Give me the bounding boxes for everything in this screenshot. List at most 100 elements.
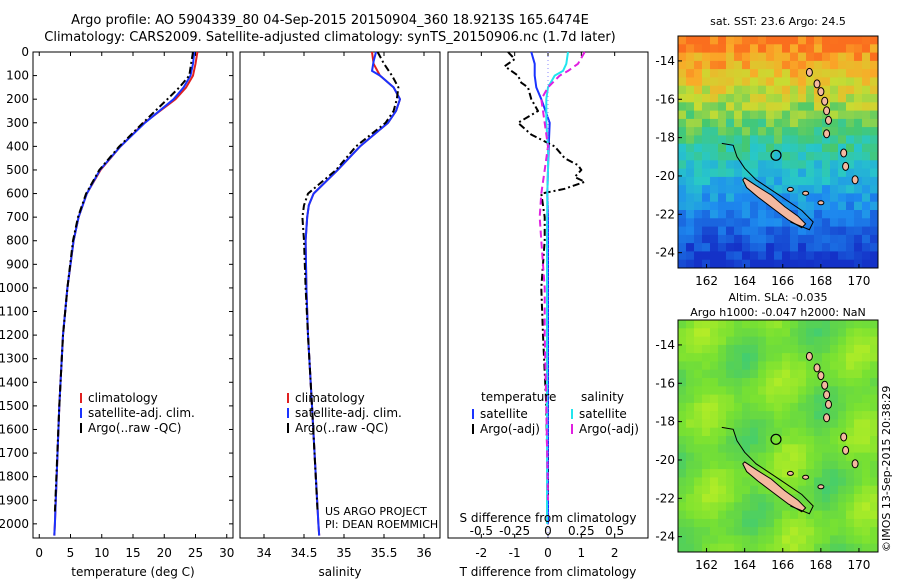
map-cell (798, 102, 807, 112)
map-cell (774, 411, 783, 420)
map-cell (814, 94, 823, 103)
map-cell (758, 69, 767, 78)
map-cell (726, 485, 735, 495)
map-cell (806, 243, 815, 252)
map-cell (742, 444, 751, 454)
map-cell (718, 143, 727, 153)
map-cell (870, 168, 878, 178)
y-tick-label: 1600 (0, 422, 29, 436)
map-cell (774, 535, 783, 545)
map-cell (678, 226, 687, 236)
map-cell (830, 485, 839, 495)
map-cell (774, 502, 783, 512)
map-cell (718, 510, 727, 520)
map-cell (870, 44, 878, 54)
y-tick-label: 500 (6, 163, 29, 177)
map-cell (790, 402, 799, 412)
map-cell (790, 251, 799, 261)
map-cell (806, 436, 815, 445)
map-cell (798, 460, 807, 470)
map-cell (710, 201, 719, 211)
map-cell (798, 160, 807, 170)
map-cell (742, 336, 751, 346)
map-cell (750, 210, 759, 219)
map-cell (686, 218, 695, 228)
map-cell (686, 527, 695, 536)
map-cell (686, 518, 695, 528)
map-cell (862, 110, 871, 120)
map-cell (734, 535, 743, 545)
map-cell (734, 518, 743, 528)
map-cell (702, 176, 711, 186)
map-cell (710, 160, 719, 170)
map-cell (870, 36, 878, 45)
map-cell (822, 143, 831, 153)
map-cell (782, 160, 791, 170)
map-cell (790, 328, 799, 338)
map-cell (686, 60, 695, 70)
map-cell (702, 160, 711, 170)
map-cell (694, 328, 703, 338)
map-cell (734, 361, 743, 371)
map-cell (790, 110, 799, 120)
map-cell (702, 102, 711, 112)
map-cell (862, 353, 871, 362)
island-vanuatu (851, 459, 859, 469)
map-cell (734, 502, 743, 512)
series-line (304, 51, 401, 536)
map-cell (790, 427, 799, 437)
map-cell (846, 218, 855, 228)
map-cell (814, 460, 823, 470)
map-cell (774, 369, 783, 379)
y-tick-label: 700 (6, 210, 29, 224)
map-cell (766, 259, 775, 268)
map-cell (734, 369, 743, 379)
pi-label: PI: DEAN ROEMMICH (325, 518, 438, 531)
map-cell (774, 185, 783, 194)
map-cell (806, 535, 815, 545)
map-cell (686, 436, 695, 445)
map-cell (710, 218, 719, 228)
map-cell (686, 477, 695, 487)
map-cell (758, 320, 767, 329)
map-cell (694, 135, 703, 145)
map-cell (694, 485, 703, 495)
map-cell (766, 60, 775, 70)
map-cell (830, 152, 839, 161)
map-cell (838, 210, 847, 219)
map-cell (814, 477, 823, 487)
map-cell (854, 77, 863, 87)
map-cell (782, 535, 791, 545)
map-cell (838, 518, 847, 528)
map-cell (718, 535, 727, 545)
map-cell (742, 135, 751, 145)
map-cell (686, 394, 695, 404)
map-cell (822, 160, 831, 170)
map-cell (742, 127, 751, 136)
map-cell (782, 94, 791, 103)
map-cell (694, 353, 703, 362)
map-cell (718, 361, 727, 371)
map-cell (686, 234, 695, 244)
map-cell (686, 320, 695, 329)
map-cell (726, 527, 735, 536)
map-cell (846, 234, 855, 244)
map-cell (758, 218, 767, 228)
map-cell (790, 336, 799, 346)
map-cell (790, 527, 799, 536)
map-cell (686, 378, 695, 387)
map-cell (734, 234, 743, 244)
map-cell (870, 127, 878, 136)
map-cell (846, 419, 855, 429)
map-cell (710, 36, 719, 45)
map-cell (822, 353, 831, 362)
map-cell (718, 353, 727, 362)
map-cell (822, 361, 831, 371)
map-cell (862, 485, 871, 495)
map-cell (870, 135, 878, 145)
map-cell (758, 336, 767, 346)
map-cell (774, 77, 783, 87)
map-cell (838, 118, 847, 128)
map-cell (710, 527, 719, 536)
x-tick-label: 20 (157, 546, 172, 560)
